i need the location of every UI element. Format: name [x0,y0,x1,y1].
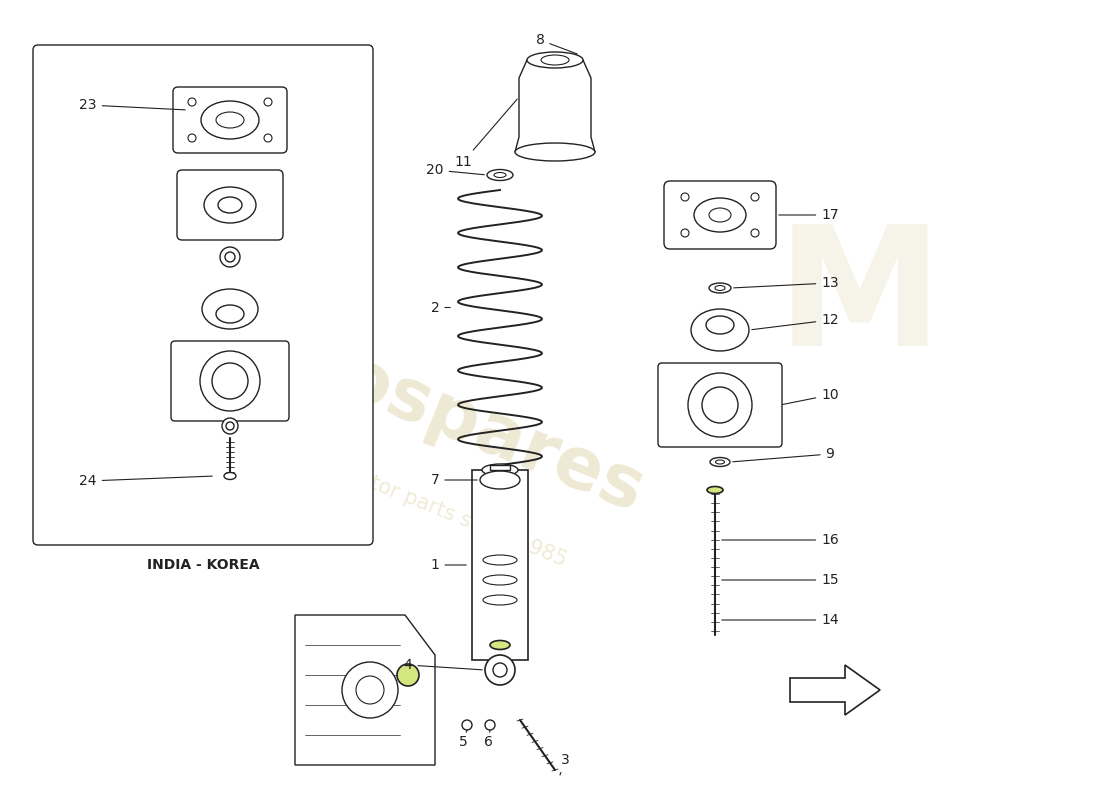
Text: 9: 9 [733,447,835,462]
Circle shape [751,229,759,237]
Circle shape [462,720,472,730]
Text: 17: 17 [779,208,839,222]
Ellipse shape [483,595,517,605]
Circle shape [751,193,759,201]
Text: 24: 24 [79,474,212,488]
Circle shape [226,422,234,430]
Ellipse shape [691,309,749,351]
Circle shape [212,363,248,399]
Circle shape [485,720,495,730]
Text: 15: 15 [722,573,839,587]
Circle shape [688,373,752,437]
Text: 11: 11 [454,99,517,169]
Ellipse shape [527,52,583,68]
Ellipse shape [216,305,244,323]
Circle shape [681,229,689,237]
Text: 23: 23 [79,98,185,112]
Text: 6: 6 [484,730,493,749]
Polygon shape [790,665,880,715]
Text: 5: 5 [459,730,468,749]
Text: 3: 3 [560,753,570,775]
Text: INDIA - KOREA: INDIA - KOREA [146,558,260,572]
Circle shape [397,664,419,686]
Circle shape [493,663,507,677]
FancyBboxPatch shape [173,87,287,153]
Circle shape [188,134,196,142]
Ellipse shape [706,316,734,334]
Ellipse shape [707,486,723,494]
Ellipse shape [224,473,236,479]
Text: 13: 13 [734,276,839,290]
Circle shape [188,98,196,106]
Ellipse shape [480,471,520,489]
Circle shape [200,351,260,411]
Circle shape [220,247,240,267]
Ellipse shape [694,198,746,232]
Ellipse shape [515,143,595,161]
Circle shape [702,387,738,423]
Text: 8: 8 [536,33,578,54]
Ellipse shape [715,460,725,464]
Ellipse shape [494,173,506,178]
Ellipse shape [710,208,732,222]
Ellipse shape [482,464,518,476]
FancyBboxPatch shape [658,363,782,447]
Circle shape [226,252,235,262]
Circle shape [485,655,515,685]
Text: 2: 2 [430,301,450,314]
Ellipse shape [487,170,513,181]
Text: 1: 1 [430,558,466,572]
Circle shape [264,98,272,106]
FancyBboxPatch shape [177,170,283,240]
FancyBboxPatch shape [664,181,776,249]
Ellipse shape [201,101,258,139]
Ellipse shape [710,458,730,466]
Text: eurospares: eurospares [206,293,654,527]
Circle shape [681,193,689,201]
Bar [472,470,528,660]
Text: 16: 16 [722,533,839,547]
Text: M: M [777,218,943,382]
Ellipse shape [541,55,569,65]
Text: 4: 4 [404,658,482,672]
Polygon shape [295,615,434,765]
Ellipse shape [218,197,242,213]
Text: 10: 10 [783,388,839,405]
Ellipse shape [490,641,510,650]
FancyBboxPatch shape [33,45,373,545]
Circle shape [222,418,238,434]
Polygon shape [515,60,595,152]
Ellipse shape [204,187,256,223]
Ellipse shape [202,289,258,329]
Ellipse shape [483,555,517,565]
Ellipse shape [483,575,517,585]
Circle shape [264,134,272,142]
Text: 12: 12 [751,313,839,330]
Text: a supplier of motor parts since 1985: a supplier of motor parts since 1985 [210,410,570,570]
FancyBboxPatch shape [170,341,289,421]
Text: 20: 20 [427,163,484,177]
Bar [490,465,510,470]
Circle shape [342,662,398,718]
Ellipse shape [710,283,732,293]
Ellipse shape [715,286,725,290]
Text: 14: 14 [722,613,839,627]
Text: 7: 7 [430,473,477,487]
Circle shape [356,676,384,704]
Ellipse shape [216,112,244,128]
